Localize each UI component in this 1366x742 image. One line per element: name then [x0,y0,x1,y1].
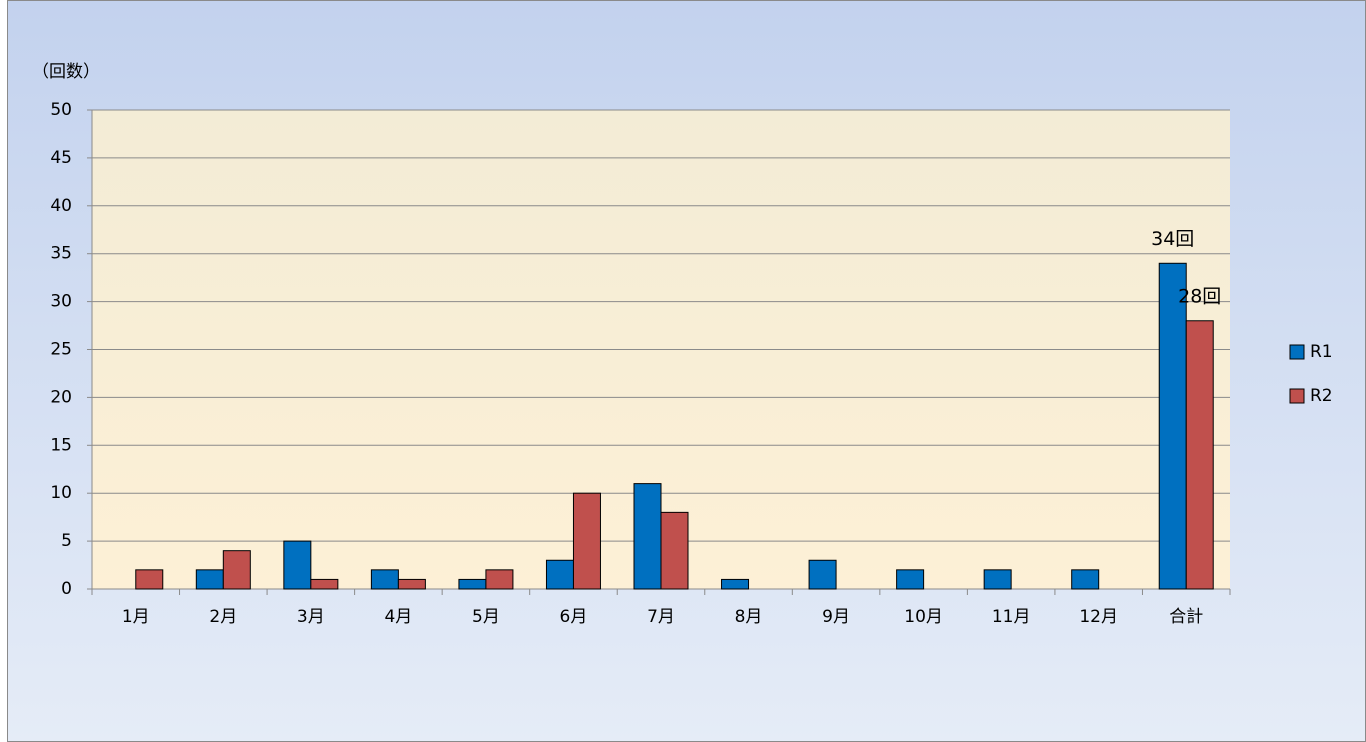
bar [283,540,312,590]
legend-swatch [1289,388,1305,404]
bar [370,569,399,590]
bar [545,559,574,590]
y-tick-label: 35 [50,244,72,264]
bar [397,578,426,590]
bar [572,492,601,590]
x-tick-label: 3月 [297,607,325,627]
bar [633,483,662,590]
bar [896,569,925,590]
bar [808,559,837,590]
y-tick-label: 15 [50,435,72,455]
legend-swatch [1289,344,1305,360]
y-tick-label: 50 [50,100,72,120]
bar [195,569,224,590]
x-tick-label: 2月 [209,607,237,627]
y-tick-label: 10 [50,483,72,503]
y-tick-label: 0 [61,579,72,599]
x-tick-label: 7月 [647,607,675,627]
y-axis-label: （回数） [32,62,100,82]
y-tick-label: 40 [50,196,72,216]
x-tick-label: 12月 [1079,607,1118,627]
y-tick-label: 45 [50,148,72,168]
bar [485,569,514,590]
legend-label: R2 [1310,386,1333,406]
x-tick-label: 9月 [822,607,850,627]
bar [222,550,251,590]
data-label: 28回 [1178,285,1221,307]
legend-label: R1 [1310,342,1333,362]
x-tick-label: 合計 [1169,607,1203,627]
y-tick-label: 25 [50,340,72,360]
bar [721,578,750,590]
bar [135,569,164,590]
bar [1185,320,1214,590]
x-tick-label: 4月 [384,607,412,627]
bar [1071,569,1100,590]
data-label: 34回 [1151,228,1194,250]
x-tick-label: 6月 [560,607,588,627]
y-tick-label: 30 [50,292,72,312]
x-tick-label: 10月 [904,607,943,627]
bar [310,578,339,590]
bar [1158,262,1187,590]
x-tick-label: 5月 [472,607,500,627]
y-tick-label: 20 [50,387,72,407]
y-tick-label: 5 [61,531,72,551]
x-tick-label: 1月 [122,607,150,627]
bar [660,511,689,590]
bar [458,578,487,590]
bar [983,569,1012,590]
x-tick-label: 8月 [735,607,763,627]
x-tick-label: 11月 [992,607,1031,627]
